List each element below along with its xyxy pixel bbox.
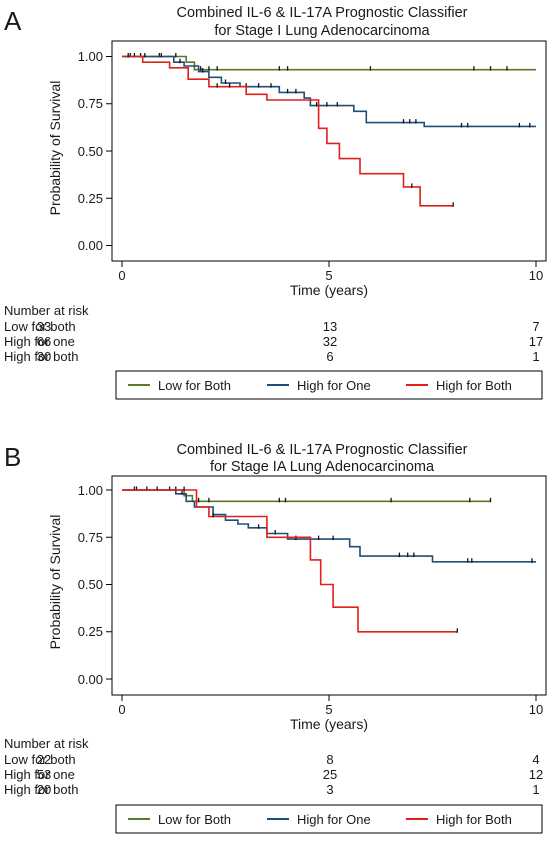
survival-curve-high-for-both: [122, 55, 454, 207]
x-tick-label: 10: [529, 702, 543, 717]
risk-count: 8: [326, 752, 333, 767]
x-axis-label: Time (years): [290, 282, 368, 298]
y-tick-label: 0.25: [78, 191, 103, 206]
risk-count: 1: [532, 782, 539, 797]
legend: Low for Both High for One High for Both: [115, 370, 543, 400]
panel-b: B Combined IL-6 & IL-17A Prognostic Clas…: [4, 442, 547, 834]
x-tick-label: 5: [325, 702, 332, 717]
risk-count: 4: [532, 752, 539, 767]
risk-count: 33: [37, 319, 51, 334]
risk-count: 20: [37, 782, 51, 797]
x-axis: 0 5 10: [112, 260, 546, 283]
y-tick-label: 0.00: [78, 672, 103, 687]
survival-curve-high-for-both: [122, 489, 458, 633]
x-tick-label: 5: [325, 268, 332, 283]
y-tick: 0.75: [78, 96, 112, 111]
y-tick-label: 0.75: [78, 96, 103, 111]
risk-count: 13: [323, 319, 337, 334]
y-tick: 0.00: [78, 672, 112, 687]
risk-table-title: Number at risk: [4, 303, 89, 318]
y-axis: 0.00 0.25 0.50 0.75 1.00: [78, 476, 113, 695]
risk-row-label: High for both: [4, 782, 78, 797]
panel-label: B: [4, 442, 21, 472]
risk-count: 53: [37, 767, 51, 782]
panel-label: A: [4, 6, 22, 36]
y-tick: 0.50: [78, 144, 112, 159]
panel-a: A Combined IL-6 & IL-17A Prognostic Clas…: [4, 5, 547, 400]
risk-row-label: High for one: [4, 767, 75, 782]
risk-count: 3: [326, 782, 333, 797]
risk-row-label: Low for both: [4, 319, 76, 334]
legend-label: High for Both: [436, 378, 512, 393]
risk-count: 1: [532, 349, 539, 364]
legend-label: High for Both: [436, 812, 512, 827]
y-tick-label: 0.50: [78, 144, 103, 159]
risk-row-label: High for both: [4, 349, 78, 364]
x-tick-label: 0: [118, 702, 125, 717]
y-tick: 0.75: [78, 530, 112, 545]
y-tick: 0.25: [78, 624, 112, 639]
chart-subtitle: for Stage IA Lung Adenocarcinoma: [210, 459, 435, 475]
risk-count: 30: [37, 349, 51, 364]
risk-table-title: Number at risk: [4, 736, 89, 751]
x-tick-label: 10: [529, 268, 543, 283]
survival-curve-low-for-both: [122, 489, 491, 503]
survival-curves: [122, 486, 536, 633]
risk-count: 25: [323, 767, 337, 782]
chart-title: Combined IL-6 & IL-17A Prognostic Classi…: [177, 442, 468, 458]
y-tick-label: 0.25: [78, 624, 103, 639]
risk-count: 7: [532, 319, 539, 334]
y-tick: 1.00: [78, 483, 112, 498]
risk-count: 32: [323, 334, 337, 349]
survival-curve-high-for-one: [122, 55, 536, 128]
legend-box: [115, 804, 543, 834]
legend-label: Low for Both: [158, 812, 231, 827]
risk-count: 66: [37, 334, 51, 349]
risk-table: Number at risk Low for both 22 8 4 High …: [4, 736, 543, 797]
x-tick: 10: [529, 695, 543, 717]
chart-title: Combined IL-6 & IL-17A Prognostic Classi…: [177, 5, 468, 21]
y-tick: 0.25: [78, 191, 112, 206]
x-tick: 0: [118, 261, 126, 283]
risk-row-label: High for one: [4, 334, 75, 349]
x-axis-label: Time (years): [290, 716, 368, 732]
y-axis-label: Probability of Survival: [47, 515, 63, 650]
y-tick-label: 0.00: [78, 238, 103, 253]
x-tick-label: 0: [118, 268, 125, 283]
x-tick: 0: [118, 695, 126, 717]
survival-curve-high-for-one: [122, 489, 536, 563]
risk-table: Number at risk Low for both 33 13 7 High…: [4, 303, 543, 364]
risk-count: 17: [529, 334, 543, 349]
chart-subtitle: for Stage I Lung Adenocarcinoma: [214, 23, 430, 39]
y-tick-label: 0.75: [78, 530, 103, 545]
x-axis: 0 5 10: [112, 694, 546, 717]
legend: Low for Both High for One High for Both: [115, 804, 543, 834]
y-axis: 0.00 0.25 0.50 0.75 1.00: [78, 41, 113, 261]
y-tick: 0.50: [78, 577, 112, 592]
x-tick: 10: [529, 261, 543, 283]
risk-count: 6: [326, 349, 333, 364]
risk-count: 22: [37, 752, 51, 767]
survival-curves: [122, 53, 536, 207]
y-axis-label: Probability of Survival: [47, 81, 63, 216]
y-tick-label: 1.00: [78, 483, 103, 498]
x-tick: 5: [325, 261, 333, 283]
y-tick: 1.00: [78, 49, 112, 64]
x-tick: 5: [325, 695, 333, 717]
y-tick-label: 0.50: [78, 577, 103, 592]
legend-label: Low for Both: [158, 378, 231, 393]
risk-count: 12: [529, 767, 543, 782]
y-tick-label: 1.00: [78, 49, 103, 64]
legend-box: [115, 370, 543, 400]
y-tick: 0.00: [78, 238, 112, 253]
plot-frame: [111, 475, 547, 696]
legend-label: High for One: [297, 378, 371, 393]
plot-frame: [111, 40, 547, 262]
legend-label: High for One: [297, 812, 371, 827]
risk-row-label: Low for both: [4, 752, 76, 767]
